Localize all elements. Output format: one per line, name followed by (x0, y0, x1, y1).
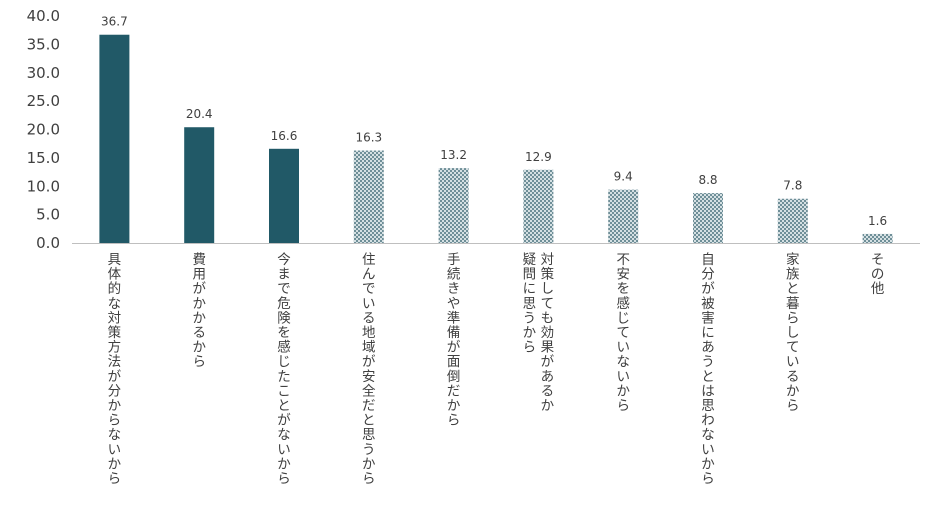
y-tick-label: 10.0 (27, 177, 60, 195)
svg-text:対策しても効果があるか: 対策しても効果があるか (541, 252, 555, 414)
y-tick-label: 30.0 (27, 64, 60, 82)
category-label: 自分が被害にあうとは思わないから (701, 252, 715, 487)
svg-text:今まで危険を感じたことがないから: 今まで危険を感じたことがないから (277, 252, 291, 487)
bar (353, 150, 384, 243)
y-tick-label: 20.0 (27, 121, 60, 139)
data-label: 8.8 (698, 173, 717, 187)
y-tick-label: 0.0 (36, 234, 60, 252)
bar (523, 169, 554, 243)
bars (99, 34, 893, 243)
category-label: 対策しても効果があるか (541, 252, 555, 414)
svg-text:住んでいる地域が安全だと思うから: 住んでいる地域が安全だと思うから (362, 252, 376, 487)
svg-text:具体的な対策方法が分からないから: 具体的な対策方法が分からないから (108, 252, 122, 487)
category-label: 住んでいる地域が安全だと思うから (362, 252, 376, 487)
data-label: 20.4 (186, 107, 213, 121)
data-label: 1.6 (868, 214, 887, 228)
category-label: 具体的な対策方法が分からないから (108, 252, 122, 487)
category-label: その他 (871, 252, 885, 297)
bar (608, 189, 639, 243)
y-tick-label: 25.0 (27, 92, 60, 110)
category-label: 費用がかかるから (192, 252, 206, 370)
data-label: 9.4 (614, 170, 633, 184)
svg-text:不安を感じていないから: 不安を感じていないから (616, 252, 630, 414)
bar (862, 233, 893, 243)
category-label: 不安を感じていないから (616, 252, 630, 414)
data-labels: 36.7 20.4 16.6 16.3 13.2 12.9 9.4 8.8 7.8 1.6 (101, 15, 887, 228)
data-label: 7.8 (783, 179, 802, 193)
bar (99, 34, 130, 243)
y-tick-label: 15.0 (27, 149, 60, 167)
svg-text:手続きや準備が面倒だから: 手続きや準備が面倒だから (447, 252, 461, 429)
y-tick-label: 5.0 (36, 206, 60, 224)
data-label: 12.9 (525, 150, 552, 164)
bar (269, 148, 299, 243)
bar (777, 198, 808, 243)
y-axis: 0.0 5.0 10.0 15.0 20.0 25.0 30.0 35.0 40.0 (27, 7, 60, 252)
category-label: 疑問に思うから (523, 252, 537, 356)
category-label: 家族と暮らしているから (786, 251, 800, 414)
data-label: 13.2 (440, 148, 467, 162)
category-labels: 具体的な対策方法が分からないから 費用がかかるから 今まで危険を感じたことがないから… (108, 251, 885, 487)
y-tick-label: 35.0 (27, 35, 60, 53)
svg-text:自分が被害にあうとは思わないから: 自分が被害にあうとは思わないから (701, 252, 715, 487)
data-label: 16.3 (355, 130, 382, 144)
category-label: 手続きや準備が面倒だから (447, 252, 461, 429)
data-label: 36.7 (101, 15, 128, 29)
svg-text:その他: その他 (871, 252, 885, 297)
svg-text:家族と暮らしているから: 家族と暮らしているから (786, 251, 800, 414)
category-label: 今まで危険を感じたことがないから (277, 252, 291, 487)
bar (438, 168, 469, 243)
svg-text:費用がかかるから: 費用がかかるから (192, 252, 206, 370)
data-label: 16.6 (271, 129, 298, 143)
bar (693, 193, 723, 243)
svg-text:疑問に思うから: 疑問に思うから (523, 252, 537, 356)
bar (184, 127, 215, 243)
y-tick-label: 40.0 (27, 7, 60, 25)
